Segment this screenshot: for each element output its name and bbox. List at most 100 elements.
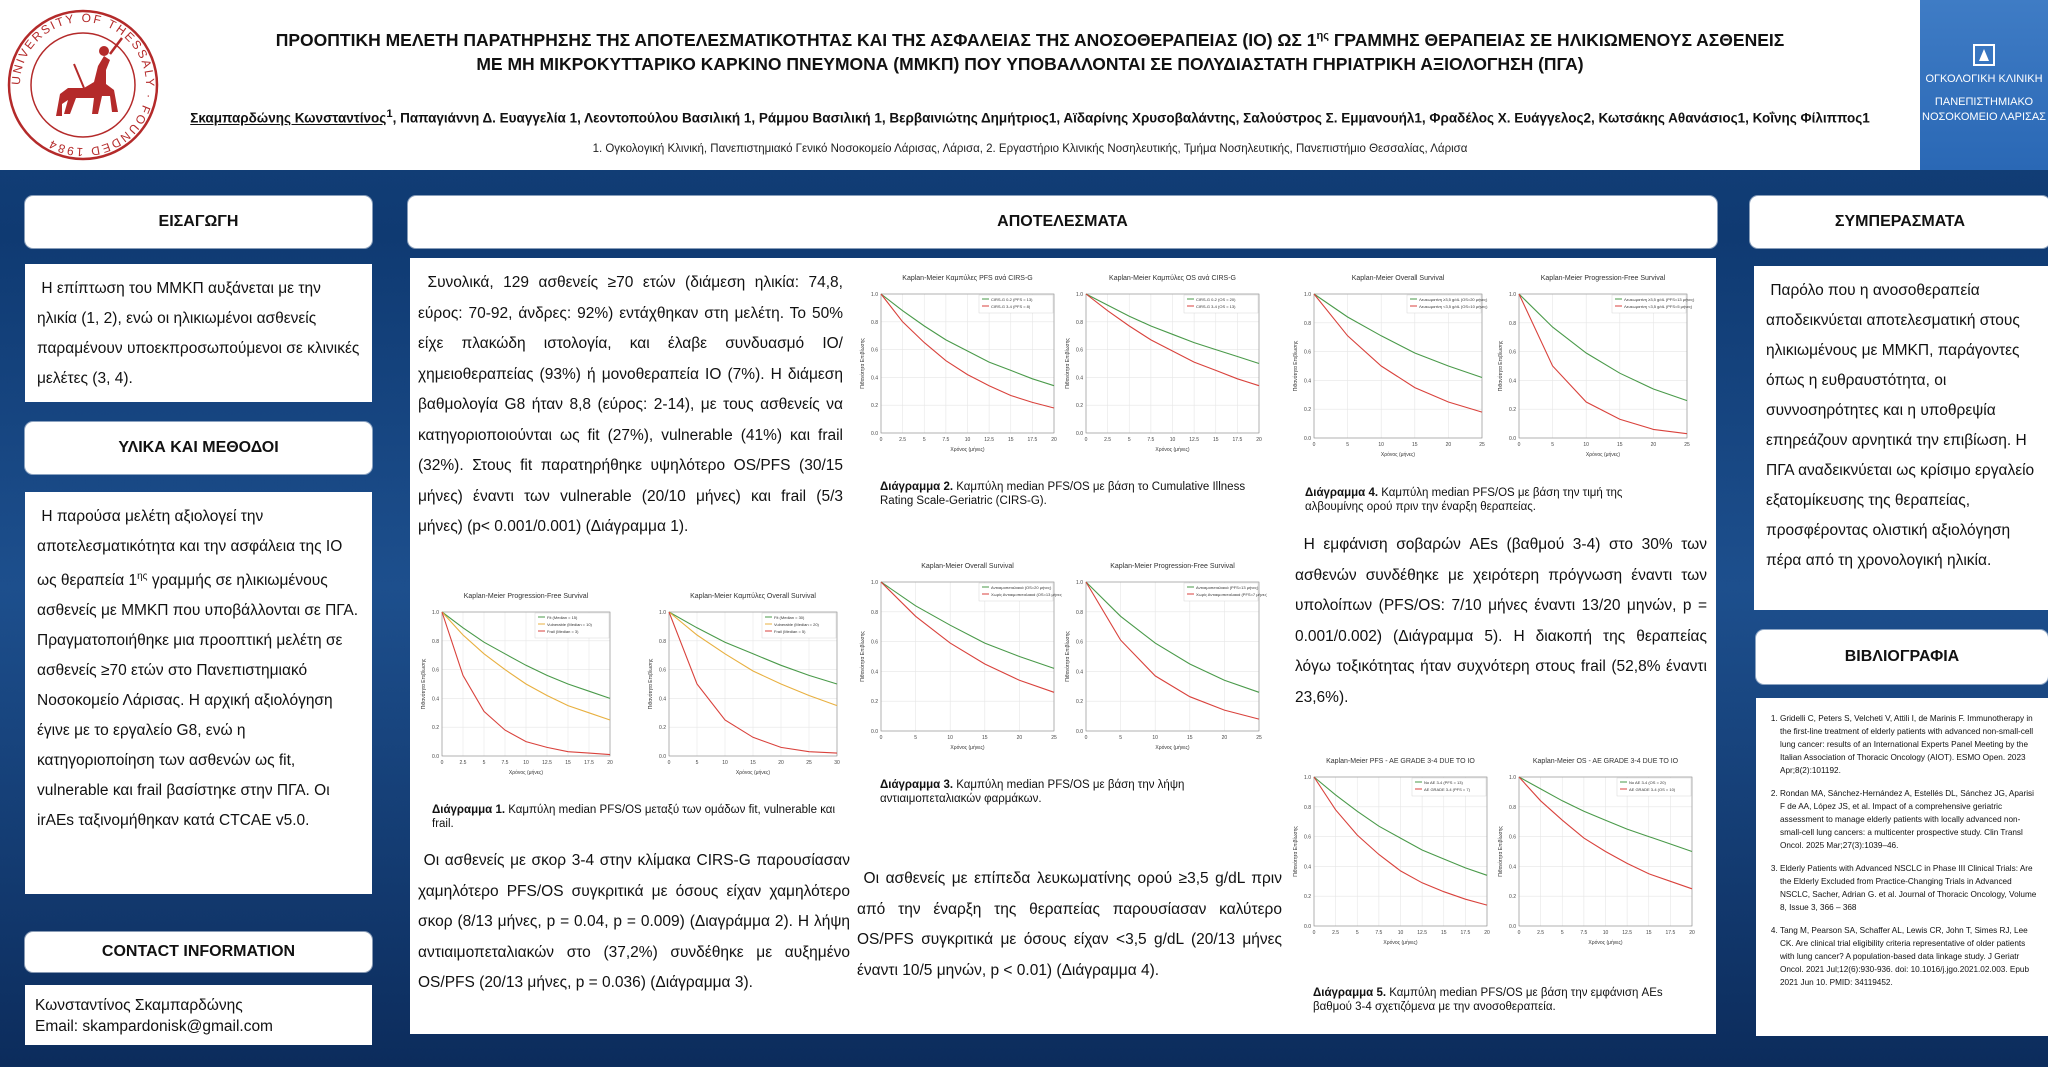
brand-line-1: ΟΓΚΟΛΟΓΙΚΗ ΚΛΙΝΙΚΗ — [1925, 73, 2043, 85]
y-tick-label: 0.8 — [871, 610, 878, 616]
y-tick-label: 0.0 — [432, 754, 439, 760]
x-tick-label: 12.5 — [542, 760, 552, 766]
y-tick-label: 0.8 — [659, 639, 666, 645]
x-tick-label: 0 — [1085, 437, 1088, 443]
references-heading: ΒΙΒΛΙΟΓΡΑΦΙΑ — [1756, 630, 2048, 684]
references-box: Gridelli C, Peters S, Velcheti V, Attili… — [1756, 698, 2048, 1036]
y-tick-label: 1.0 — [1509, 292, 1516, 298]
x-tick-label: 10 — [1603, 930, 1609, 936]
x-tick-label: 10 — [947, 735, 953, 741]
x-tick-label: 15 — [750, 760, 756, 766]
x-tick-label: 5 — [1128, 437, 1131, 443]
legend-label: Χωρίς Αντιαιμοπεταλιακά (PFS=7 μήνες) — [1196, 592, 1267, 597]
legend-box — [978, 294, 1054, 314]
x-tick-label: 10 — [1170, 437, 1176, 443]
x-tick-label: 0 — [1313, 930, 1316, 936]
y-tick-label: 1.0 — [1304, 292, 1311, 298]
brand-line-3: ΝΟΣΟΚΟΜΕΙΟ ΛΑΡΙΣΑΣ — [1922, 111, 2046, 123]
x-tick-label: 0 — [1085, 735, 1088, 741]
y-tick-label: 0.6 — [1304, 350, 1311, 356]
chart-title: Kaplan-Meier OS - AE GRADE 3-4 DUE TO IO — [1533, 758, 1679, 765]
km-series-line — [1313, 776, 1488, 906]
legend-label: AE GRADE 3-4 (OS = 10) — [1629, 787, 1676, 792]
km-series-line — [880, 293, 1055, 387]
poster-header: UNIVERSITY OF THESSALY · FOUNDED 1984 ΠΡ… — [0, 0, 2048, 170]
legend-label: Αντιαιμοπεταλιακά (PFS=13 μήνες) — [1196, 585, 1259, 590]
diagram-5-os-chart: Kaplan-Meier OS - AE GRADE 3-4 DUE TO IO… — [1497, 758, 1695, 946]
y-tick-label: 1.0 — [432, 610, 439, 616]
diagram-1-pfs-chart: Kaplan-Meier Progression-Free Survival 0.… — [420, 593, 613, 776]
km-series-line — [1085, 581, 1260, 720]
y-tick-label: 0.4 — [871, 669, 878, 675]
x-tick-label: 5 — [914, 735, 917, 741]
x-tick-label: 0 — [668, 760, 671, 766]
y-tick-label: 0.4 — [432, 696, 439, 702]
y-axis-label: Πιθανότητα Επιβίωσης — [1064, 338, 1071, 389]
oncology-logo-icon — [1973, 44, 1995, 66]
legend-label: Αντιαιμοπεταλιακά (OS=20 μήνες) — [991, 585, 1052, 590]
diagram-2-os-chart: Kaplan-Meier Καμπύλες OS ανά CIRS-G 0.0 0.… — [1064, 274, 1262, 453]
results-para-1: Συνολικά, 129 ασθενείς ≥70 ετών (διάμεση… — [418, 274, 843, 535]
methods-text-box: Η παρούσα μελέτη αξιολογεί την αποτελεσμ… — [25, 492, 372, 894]
legend-label: CIRS-G 0-2 (OS = 20) — [1196, 297, 1236, 302]
y-tick-label: 0.0 — [871, 431, 878, 437]
y-tick-label: 1.0 — [1304, 775, 1311, 781]
km-series-line — [880, 293, 1055, 409]
x-tick-label: 15 — [1213, 437, 1219, 443]
y-axis-label: Πιθανότητα Επιβίωσης — [420, 658, 427, 709]
legend-label: CIRS-G 3-4 (PFS = 8) — [991, 304, 1031, 309]
x-tick-label: 10 — [1152, 735, 1158, 741]
y-tick-label: 0.8 — [871, 320, 878, 326]
diagram-4-caption: Διάγραμμα 4. Καμπύλη median PFS/OS με βά… — [1305, 487, 1623, 513]
y-tick-label: 0.8 — [432, 639, 439, 645]
title-line-1: ΠΡΟΟΠΤΙΚΗ ΜΕΛΕΤΗ ΠΑΡΑΤΗΡΗΣΗΣ ΤΗΣ ΑΠΟΤΕΛΕ… — [275, 29, 1785, 50]
y-axis-label: Πιθανότητα Επιβίωσης — [1292, 340, 1299, 391]
x-tick-label: 17.5 — [1233, 437, 1243, 443]
contact-email[interactable]: Email: skampardonisk@gmail.com — [35, 1018, 273, 1035]
legend-box — [534, 612, 610, 639]
legend-label: AE GRADE 3-4 (PFS = 7) — [1424, 787, 1471, 792]
km-series-line — [1313, 776, 1488, 876]
x-axis-label: Χρόνος (μήνες) — [1381, 451, 1416, 458]
diagram-2-pfs-chart: Kaplan-Meier Καμπύλες PFS ανά CIRS-G 0.0 0… — [859, 274, 1057, 453]
x-tick-label: 20 — [1051, 437, 1057, 443]
y-tick-label: 0.2 — [1509, 407, 1516, 413]
y-axis-label: Πιθανότητα Επιβίωσης — [1292, 826, 1299, 877]
x-tick-label: 25 — [1256, 735, 1262, 741]
conclusions-heading: ΣΥΜΠΕΡΑΣΜΑΤΑ — [1750, 196, 2048, 248]
y-tick-label: 0.2 — [871, 699, 878, 705]
y-tick-label: 0.4 — [1076, 375, 1083, 381]
x-axis-label: Χρόνος (μήνες) — [1155, 744, 1190, 751]
diagram-2-caption: Διάγραμμα 2. Καμπύλη median PFS/OS με βά… — [880, 481, 1246, 507]
results-para-2: Οι ασθενείς με σκορ 3-4 στην κλίμακα CIR… — [418, 852, 851, 991]
results-heading: ΑΠΟΤΕΛΕΣΜΑΤΑ — [408, 196, 1717, 248]
plot-frame — [880, 293, 1055, 434]
other-authors: Παπαγιάννη Δ. Ευαγγελία 1, Λεοντοπούλου … — [400, 110, 1870, 126]
results-panel: Συνολικά, 129 ασθενείς ≥70 ετών (διάμεση… — [410, 258, 1716, 1034]
x-tick-label: 5 — [1356, 930, 1359, 936]
university-seal-logo: UNIVERSITY OF THESSALY · FOUNDED 1984 — [7, 9, 159, 161]
chart-title: Kaplan-Meier Progression-Free Survival — [464, 593, 589, 600]
km-series-line — [1518, 776, 1693, 853]
y-tick-label: 0.6 — [1304, 835, 1311, 841]
title-line-2: ΜΕ ΜΗ ΜΙΚΡΟΚΥΤΤΑΡΙΚΟ ΚΑΡΚΙΝΟ ΠΝΕΥΜΟΝΑ (Μ… — [476, 53, 1584, 74]
x-tick-label: 17.5 — [1666, 930, 1676, 936]
x-axis-label: Χρόνος (μήνες) — [509, 769, 544, 776]
y-tick-label: 0.4 — [1304, 378, 1311, 384]
chart-title: Kaplan-Meier Καμπύλες PFS ανά CIRS-G — [902, 274, 1032, 282]
plot-frame — [1085, 581, 1260, 732]
legend-label: Fit (Median = 30) — [774, 615, 805, 620]
chart-title: Kaplan-Meier Καμπύλες OS ανά CIRS-G — [1109, 274, 1236, 282]
legend-box — [1406, 294, 1482, 314]
y-tick-label: 0.8 — [1076, 320, 1083, 326]
legend-box — [978, 582, 1054, 602]
x-tick-label: 20 — [1222, 735, 1228, 741]
x-tick-label: 10 — [965, 437, 971, 443]
y-tick-label: 0.8 — [1304, 805, 1311, 811]
x-tick-label: 12.5 — [984, 437, 994, 443]
x-tick-label: 30 — [834, 760, 840, 766]
x-tick-label: 15 — [1617, 442, 1623, 448]
y-tick-label: 0.8 — [1509, 805, 1516, 811]
y-axis-label: Πιθανότητα Επιβίωσης — [859, 338, 866, 389]
x-tick-label: 5 — [923, 437, 926, 443]
